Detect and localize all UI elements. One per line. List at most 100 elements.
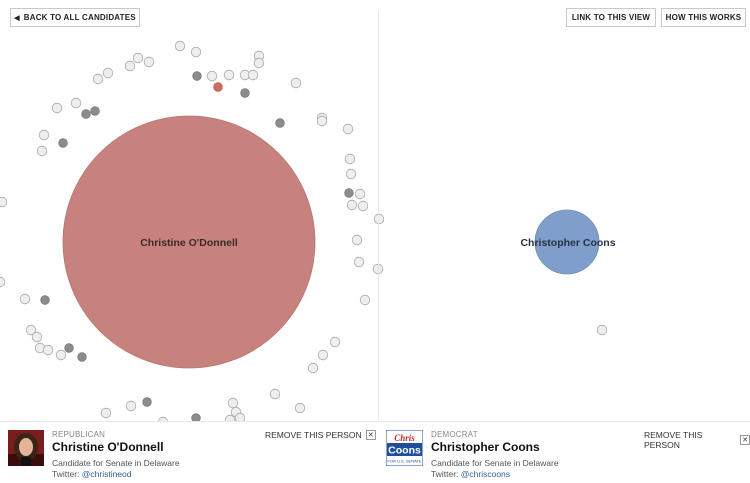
follower-node[interactable] (174, 40, 186, 52)
coons-bubble-label: Christopher Coons (520, 237, 615, 249)
panel-divider (378, 10, 379, 420)
follower-node[interactable] (36, 145, 48, 157)
follower-node[interactable] (40, 295, 50, 305)
svg-text:FOR U.S. SENATE: FOR U.S. SENATE (387, 459, 421, 464)
how-this-works-button[interactable]: HOW THIS WORKS (661, 8, 746, 27)
follower-node[interactable] (373, 213, 385, 225)
follower-node[interactable] (307, 362, 319, 374)
follower-node[interactable] (0, 276, 6, 288)
coons-logo: Chris Coons FOR U.S. SENATE (386, 430, 423, 466)
odonnell-bubble[interactable] (62, 115, 316, 369)
follower-node[interactable] (354, 188, 366, 200)
follower-node[interactable] (142, 397, 152, 407)
follower-node[interactable] (316, 115, 328, 127)
follower-node[interactable] (55, 349, 67, 361)
follower-node[interactable] (213, 82, 223, 92)
close-icon: ✕ (365, 430, 376, 440)
follower-node[interactable] (64, 343, 74, 353)
follower-node[interactable] (58, 138, 68, 148)
remove-person-button[interactable]: REMOVE THIS PERSON ✕ (644, 430, 750, 450)
follower-node[interactable] (19, 293, 31, 305)
odonnell-avatar (8, 430, 44, 466)
follower-node[interactable] (344, 153, 356, 165)
follower-node[interactable] (190, 46, 202, 58)
coons-bubble[interactable] (534, 209, 600, 275)
follower-node[interactable] (240, 88, 250, 98)
follower-node[interactable] (345, 168, 357, 180)
follower-node[interactable] (102, 67, 114, 79)
candidate-card-coons: Chris Coons FOR U.S. SENATE DEMOCRAT Chr… (379, 422, 750, 483)
twitter-line: Twitter: @christineod (52, 469, 132, 479)
candidate-name: Christopher Coons (431, 440, 540, 454)
follower-node[interactable] (234, 412, 246, 422)
follower-node[interactable] (253, 57, 265, 69)
twitter-handle-link[interactable]: @chriscoons (460, 469, 511, 479)
how-button-label: HOW THIS WORKS (665, 13, 742, 22)
back-to-all-candidates-button[interactable]: ◀ BACK TO ALL CANDIDATES (10, 8, 140, 27)
remove-person-button[interactable]: REMOVE THIS PERSON ✕ (265, 430, 376, 440)
follower-node[interactable] (224, 414, 236, 422)
follower-node[interactable] (344, 188, 354, 198)
link-to-this-view-button[interactable]: LINK TO THIS VIEW (566, 8, 656, 27)
twitter-prefix: Twitter: (431, 469, 461, 479)
close-icon: ✕ (740, 435, 750, 445)
back-button-label: BACK TO ALL CANDIDATES (23, 13, 136, 22)
follower-node[interactable] (157, 416, 169, 422)
follower-node[interactable] (223, 69, 235, 81)
follower-node[interactable] (359, 294, 371, 306)
follower-node[interactable] (38, 129, 50, 141)
follower-node[interactable] (342, 123, 354, 135)
odonnell-bubble-label: Christine O'Donnell (140, 237, 238, 249)
follower-node[interactable] (191, 413, 201, 422)
follower-node[interactable] (31, 331, 43, 343)
footer-divider (0, 421, 750, 422)
candidate-name: Christine O'Donnell (52, 440, 164, 454)
follower-node[interactable] (206, 70, 218, 82)
follower-node[interactable] (132, 52, 144, 64)
candidate-bubble-visualization: Christine O'Donnell Christopher Coons (0, 40, 616, 422)
follower-node[interactable] (351, 234, 363, 246)
svg-text:Coons: Coons (388, 445, 421, 457)
follower-node[interactable] (90, 106, 100, 116)
right-follower-nodes (596, 324, 608, 336)
follower-node[interactable] (100, 407, 112, 419)
svg-text:Chris: Chris (394, 433, 415, 443)
party-label: REPUBLICAN (52, 430, 106, 439)
follower-node[interactable] (346, 199, 358, 211)
follower-node[interactable] (125, 400, 137, 412)
twitter-handle-link[interactable]: @christineod (81, 469, 132, 479)
follower-node[interactable] (42, 344, 54, 356)
follower-node[interactable] (192, 71, 202, 81)
follower-node[interactable] (143, 56, 155, 68)
candidate-card-odonnell: REPUBLICAN Christine O'Donnell Candidate… (0, 422, 378, 483)
follower-node[interactable] (247, 69, 259, 81)
follower-node[interactable] (227, 397, 239, 409)
follower-node[interactable] (317, 349, 329, 361)
follower-node[interactable] (329, 336, 341, 348)
follower-node[interactable] (70, 97, 82, 109)
follower-node[interactable] (353, 256, 365, 268)
remove-label: REMOVE THIS PERSON (265, 430, 362, 440)
left-follower-nodes (0, 40, 385, 422)
candidate-description: Candidate for Senate in Delaware (431, 458, 559, 468)
follower-node[interactable] (269, 388, 281, 400)
follower-node[interactable] (596, 324, 608, 336)
follower-node[interactable] (92, 73, 104, 85)
party-label: DEMOCRAT (431, 430, 478, 439)
follower-node[interactable] (77, 352, 87, 362)
twitter-prefix: Twitter: (52, 469, 82, 479)
follower-node[interactable] (25, 324, 37, 336)
remove-label: REMOVE THIS PERSON (644, 430, 703, 450)
candidate-description: Candidate for Senate in Delaware (52, 458, 180, 468)
twitter-line: Twitter: @chriscoons (431, 469, 510, 479)
follower-node[interactable] (0, 196, 8, 208)
follower-node[interactable] (51, 102, 63, 114)
follower-node[interactable] (275, 118, 285, 128)
follower-node[interactable] (294, 402, 306, 414)
follower-node[interactable] (124, 60, 136, 72)
follower-node[interactable] (81, 109, 91, 119)
follower-node[interactable] (357, 200, 369, 212)
back-arrow-icon: ◀ (14, 14, 20, 22)
link-button-label: LINK TO THIS VIEW (571, 13, 651, 22)
follower-node[interactable] (290, 77, 302, 89)
